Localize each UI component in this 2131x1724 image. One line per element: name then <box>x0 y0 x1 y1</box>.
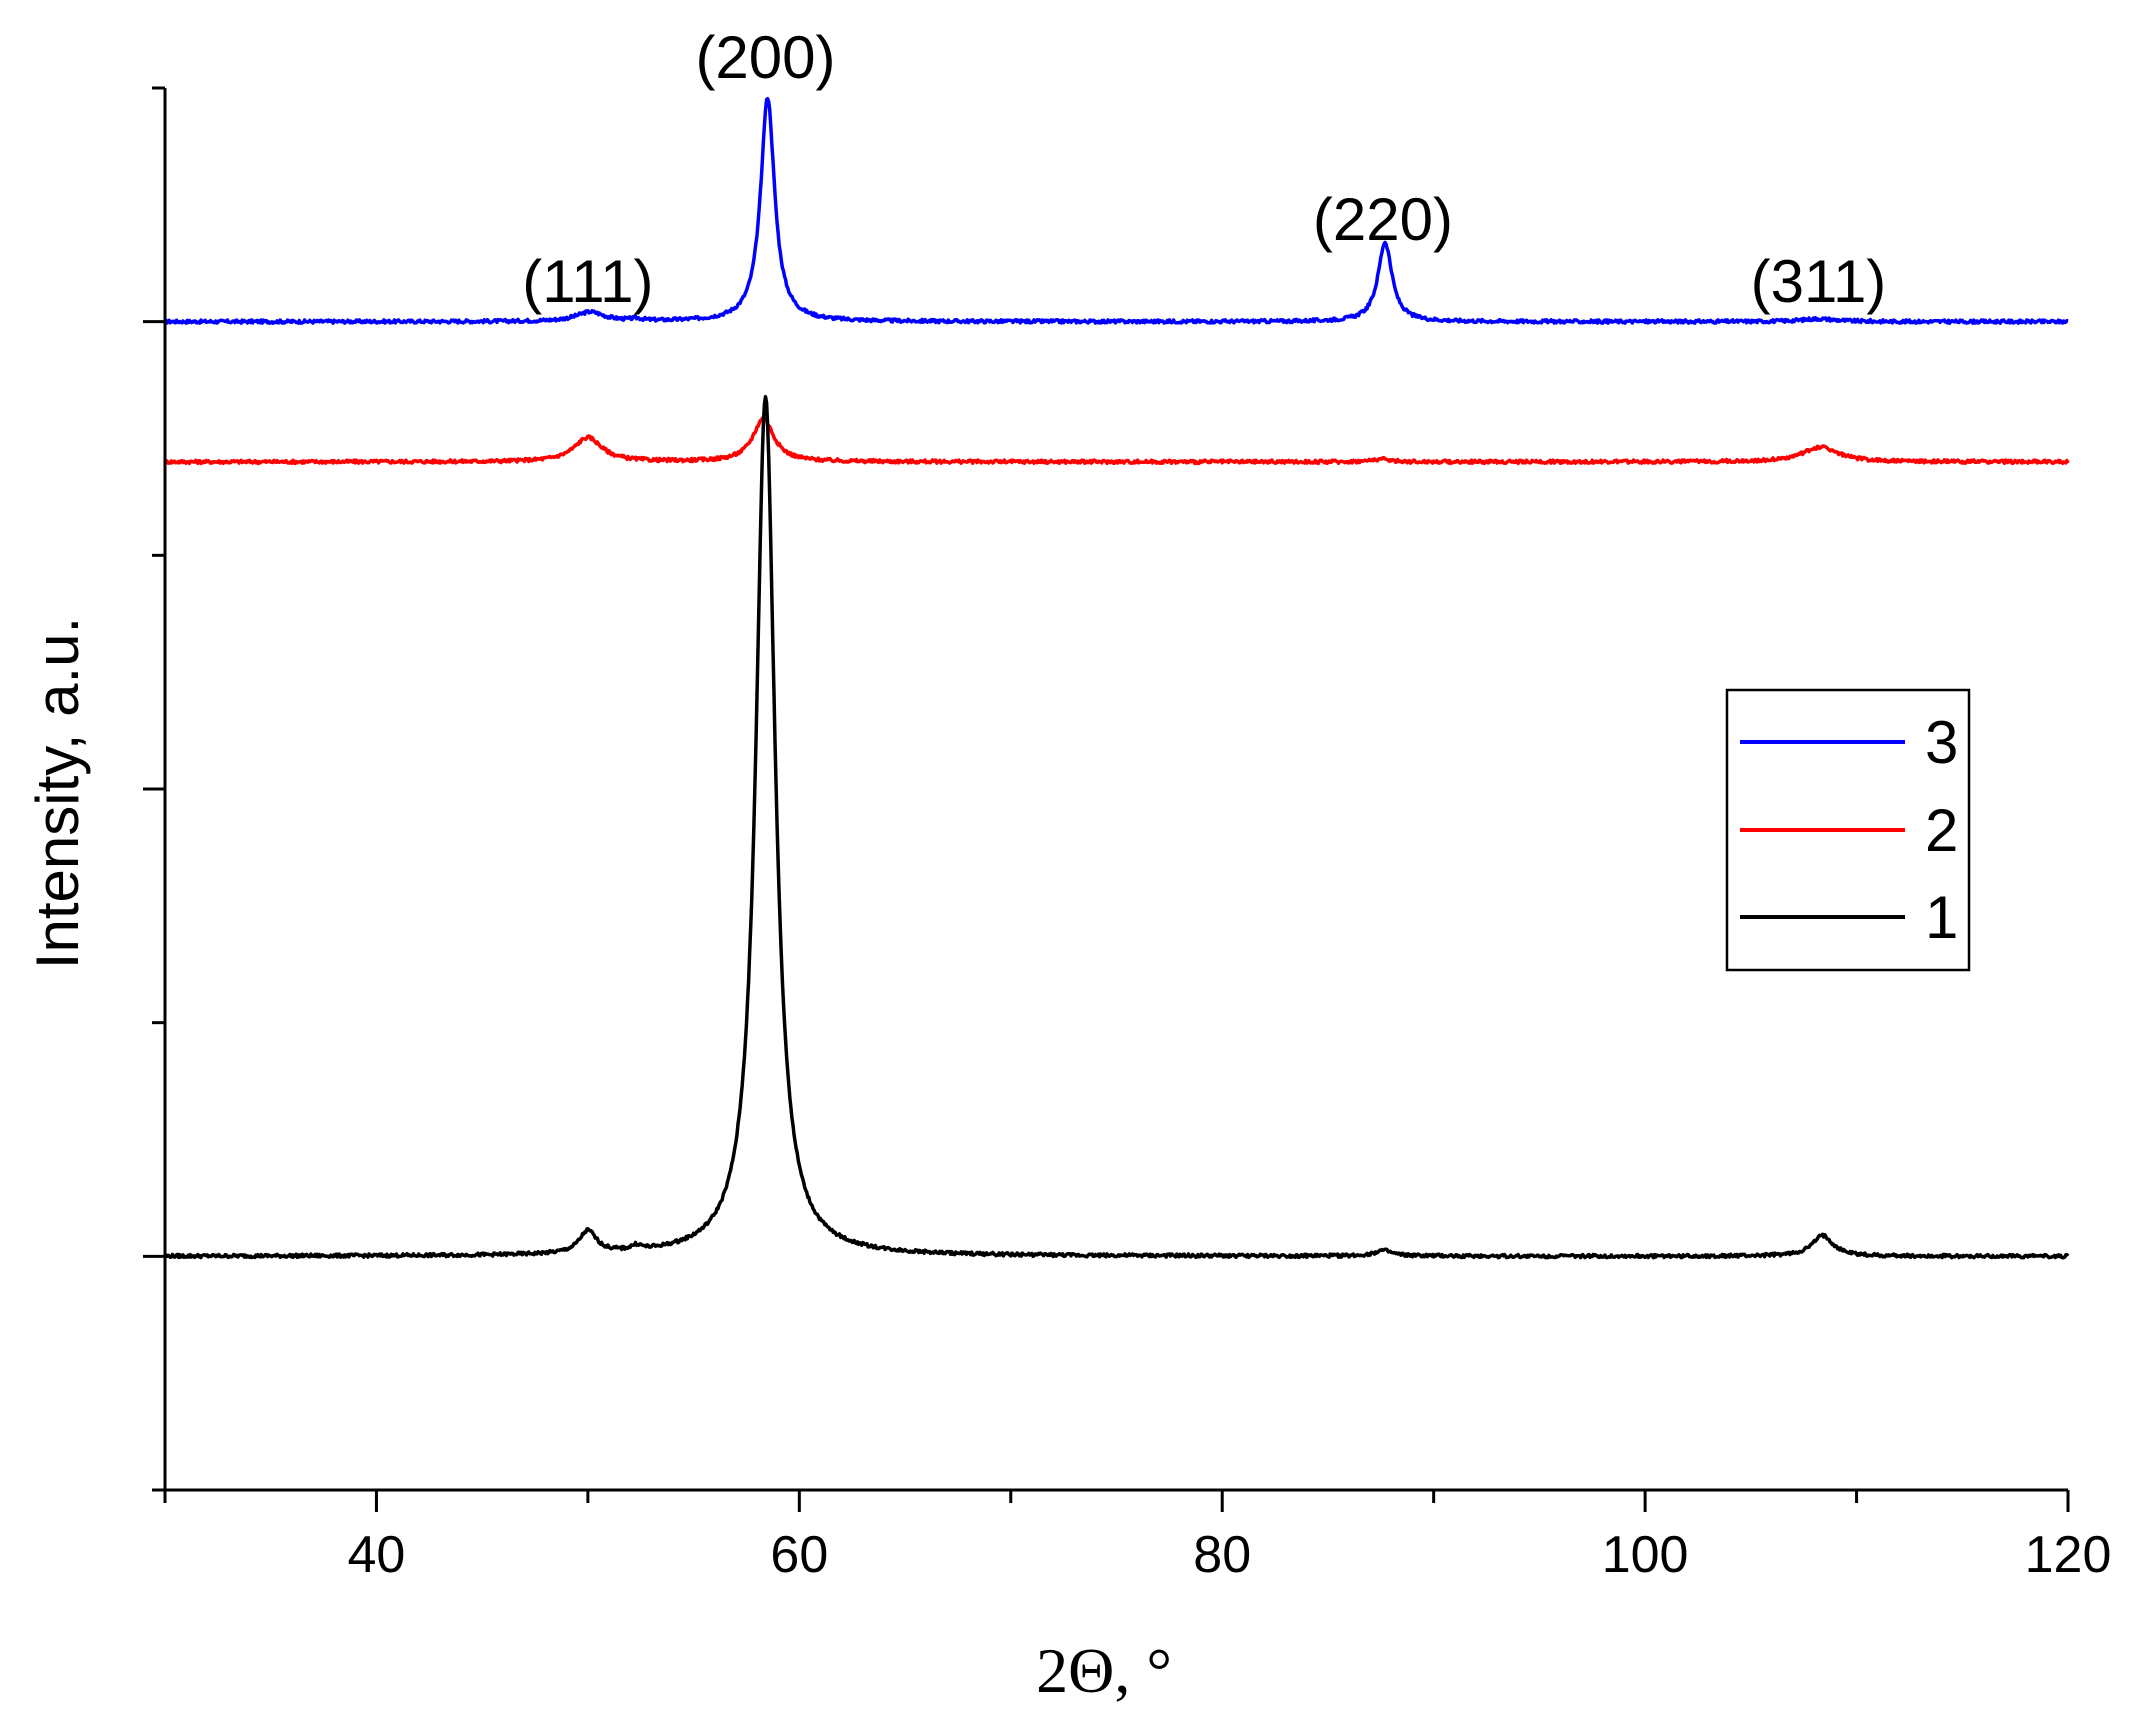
peak-label: (200) <box>695 24 835 91</box>
series-layer <box>163 96 2070 1260</box>
x-tick-label: 40 <box>348 1526 406 1584</box>
series-line-3 <box>164 96 2069 325</box>
labels-layer: 40 60 80 100 120 (111) (200) (220) (311) <box>348 24 2112 1584</box>
y-axis-title: Intensity, a.u. <box>24 617 91 969</box>
x-tick-label: 100 <box>1602 1526 1689 1584</box>
peak-label: (111) <box>522 248 653 315</box>
x-axis-title: 2Θ, ° <box>1036 1635 1172 1706</box>
peak-label: (311) <box>1751 248 1887 315</box>
x-tick-label: 120 <box>2025 1526 2112 1584</box>
legend-label-3: 3 <box>1925 709 1958 776</box>
axes-layer <box>143 86 2070 1512</box>
legend-label-1: 1 <box>1925 884 1958 951</box>
legend-label-2: 2 <box>1925 797 1958 864</box>
series-line-2 <box>163 416 2070 466</box>
peak-label: (220) <box>1313 186 1453 253</box>
legend: 3 2 1 <box>1725 688 1971 972</box>
series-line-1 <box>163 394 2070 1260</box>
x-tick-label: 60 <box>770 1526 828 1584</box>
x-tick-label: 80 <box>1193 1526 1251 1584</box>
